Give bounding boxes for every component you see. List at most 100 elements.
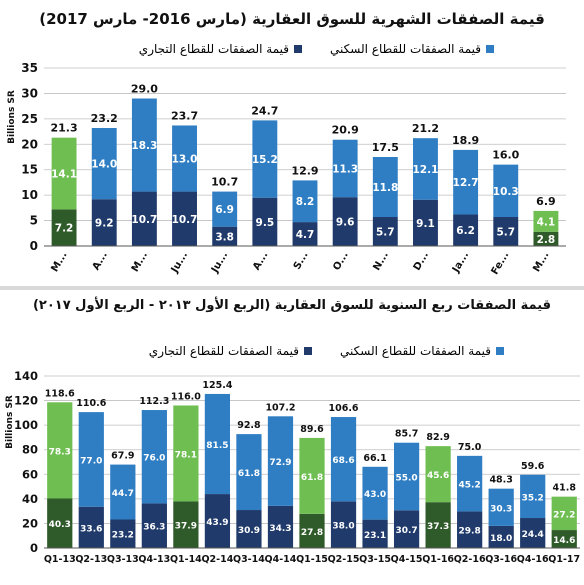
y-tick-label: 120 — [14, 394, 38, 408]
bar-residential — [173, 405, 199, 502]
y-tick-label: 0 — [30, 239, 38, 253]
data-label-residential: 61.8 — [238, 469, 260, 479]
data-label-commercial: 14.6 — [553, 536, 575, 546]
bar-commercial — [393, 510, 420, 548]
data-label-total: 112.3 — [139, 396, 169, 407]
quarterly-chart-title: قيمة الصفقات ربع السنوية للسوق العقارية … — [32, 298, 552, 313]
data-label-commercial: 9.5 — [256, 217, 275, 229]
y-tick-label: 0 — [30, 541, 38, 555]
bar-commercial — [332, 197, 358, 246]
bar-commercial — [172, 191, 197, 246]
x-tick-label: Q2-16 — [454, 554, 486, 565]
data-label-commercial: 7.2 — [55, 223, 74, 235]
data-label-total: 48.3 — [489, 475, 512, 486]
bar-commercial — [91, 199, 117, 246]
monthly-chart-panel: قيمة الصفقات الشهرية للسوق العقارية (مار… — [0, 0, 584, 284]
data-label-commercial: 2.8 — [537, 234, 556, 246]
bar-commercial — [372, 217, 398, 246]
bar-commercial — [141, 503, 167, 548]
data-label-commercial: 34.3 — [269, 524, 291, 534]
data-label-commercial: 37.3 — [427, 522, 449, 532]
bar-residential — [172, 125, 197, 192]
y-tick-label: 35 — [21, 61, 38, 75]
data-label-total: 107.2 — [265, 402, 295, 413]
bar-residential — [252, 120, 278, 198]
data-label-total: 66.1 — [363, 453, 386, 464]
bar-commercial — [131, 191, 157, 246]
bar-residential — [78, 412, 104, 507]
data-label-residential: 45.2 — [459, 481, 481, 491]
bar-commercial — [252, 197, 278, 246]
x-tick-label: Q4-15 — [391, 554, 423, 565]
bar-commercial — [51, 209, 77, 246]
data-label-commercial: 33.6 — [80, 524, 102, 534]
data-label-total: 24.7 — [251, 104, 278, 117]
bar-residential — [91, 128, 117, 200]
data-label-total: 67.9 — [111, 451, 134, 462]
panel-divider — [0, 286, 584, 290]
legend-label-commercial: قيمة الصفقات للقطاع التجاري — [148, 344, 300, 358]
bar-commercial — [330, 501, 357, 548]
data-label-residential: 18.3 — [131, 140, 157, 152]
bar-residential — [332, 139, 358, 198]
x-tick-label: D... — [412, 250, 431, 273]
data-label-commercial: 30.7 — [395, 526, 417, 536]
x-tick-label: Ju... — [209, 250, 230, 276]
data-label-residential: 61.8 — [301, 473, 323, 483]
legend-label-commercial: قيمة الصفقات للقطاع التجاري — [138, 42, 290, 56]
data-label-commercial: 18.0 — [490, 534, 512, 544]
data-label-residential: 55.0 — [395, 473, 417, 483]
data-label-residential: 6.9 — [215, 204, 234, 216]
x-tick-label: Q2-15 — [328, 554, 360, 565]
y-tick-label: 40 — [22, 492, 38, 506]
data-label-residential: 13.0 — [172, 154, 198, 166]
x-tick-label: Q3-16 — [485, 554, 517, 565]
data-label-total: 85.7 — [395, 429, 418, 440]
bar-residential — [212, 191, 238, 227]
y-tick-label: 140 — [14, 369, 38, 383]
data-label-commercial: 23.1 — [364, 531, 386, 541]
legend-swatch-residential — [496, 347, 504, 355]
x-tick-label: Q4-13 — [138, 554, 170, 565]
x-tick-label: Fe... — [490, 250, 512, 277]
x-tick-label: N... — [371, 250, 390, 273]
monthly-chart-plot: 0 5 10 15 20 25 30 35 Billions SR 7.2 14.1 21.3 M...… — [7, 61, 566, 277]
data-label-commercial: 24.4 — [522, 530, 544, 540]
data-label-commercial: 30.9 — [238, 526, 260, 536]
data-label-residential: 78.3 — [49, 447, 71, 457]
bar-commercial — [362, 519, 388, 548]
x-tick-label: Ja... — [450, 250, 471, 275]
bar-residential — [457, 455, 483, 512]
x-tick-label: Q4-16 — [517, 554, 549, 565]
x-tick-label: Q1-13 — [44, 554, 76, 565]
bar-residential — [110, 464, 136, 520]
data-label-commercial: 43.9 — [206, 518, 228, 528]
y-axis-label: Billions SR — [7, 90, 17, 144]
legend-item-residential: قيمة الصفقات للقطاع السكني — [330, 42, 494, 56]
legend-swatch-commercial — [294, 45, 303, 53]
data-label-total: 92.8 — [237, 420, 261, 431]
bar-residential — [330, 417, 357, 502]
data-label-commercial: 3.8 — [215, 231, 234, 243]
data-label-total: 23.2 — [91, 112, 118, 125]
bar-residential — [453, 149, 479, 215]
data-label-residential: 12.1 — [413, 164, 439, 176]
x-tick-label: O... — [331, 250, 350, 273]
y-tick-label: 15 — [21, 163, 38, 177]
legend-item-commercial: قيمة الصفقات للقطاع التجاري — [138, 42, 303, 56]
legend-swatch-residential — [486, 45, 494, 53]
x-tick-label: Q3-15 — [359, 554, 391, 565]
bar-commercial — [493, 217, 519, 246]
bar-residential — [47, 402, 73, 499]
x-tick-label: Q1-14 — [170, 554, 202, 565]
bar-residential — [299, 437, 325, 514]
data-label-residential: 43.0 — [364, 490, 386, 500]
x-tick-label: M... — [49, 250, 69, 274]
data-label-residential: 77.0 — [80, 456, 102, 466]
data-label-residential: 78.1 — [175, 450, 197, 460]
bar-residential — [292, 180, 318, 223]
y-tick-label: 20 — [22, 516, 38, 530]
data-label-commercial: 29.8 — [459, 527, 481, 537]
bar-residential — [413, 138, 438, 200]
data-label-residential: 8.2 — [296, 196, 315, 208]
